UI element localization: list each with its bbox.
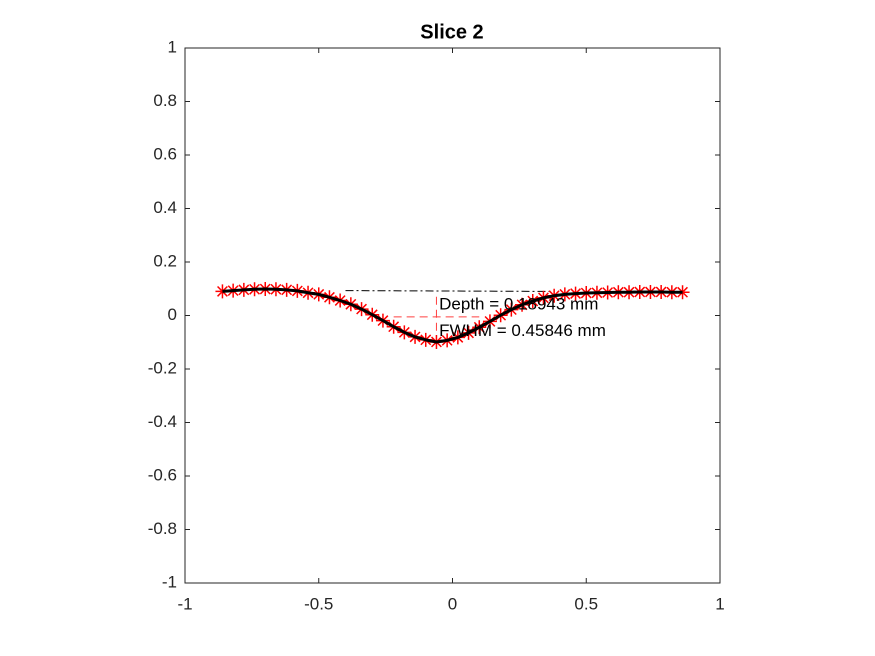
- y-tick-label: -0.6: [148, 465, 177, 484]
- y-tick-label: 0.6: [153, 144, 177, 163]
- y-tick-label: 0.8: [153, 91, 177, 110]
- y-tick-label: 1: [168, 37, 177, 56]
- x-tick-label: -0.5: [304, 594, 333, 613]
- y-tick-label: -0.8: [148, 519, 177, 538]
- y-tick-label: -0.2: [148, 358, 177, 377]
- y-tick-label: 0: [168, 305, 177, 324]
- y-tick-label: -0.4: [148, 412, 177, 431]
- x-tick-label: 0: [448, 594, 457, 613]
- annotation: FWHM = 0.45846 mm: [439, 321, 606, 340]
- y-tick-label: -1: [162, 572, 177, 591]
- x-tick-label: 0.5: [574, 594, 598, 613]
- y-tick-label: 0.4: [153, 198, 177, 217]
- axes-box: [184, 47, 721, 584]
- annotation: Depth = 0.18943 mm: [439, 294, 598, 313]
- reference-line: [345, 290, 555, 292]
- fit-line: [222, 287, 683, 344]
- chart-title: Slice 2: [420, 21, 483, 43]
- x-tick-label: -1: [177, 594, 192, 613]
- x-tick-label: 1: [715, 594, 724, 613]
- y-tick-label: 0.2: [153, 251, 177, 270]
